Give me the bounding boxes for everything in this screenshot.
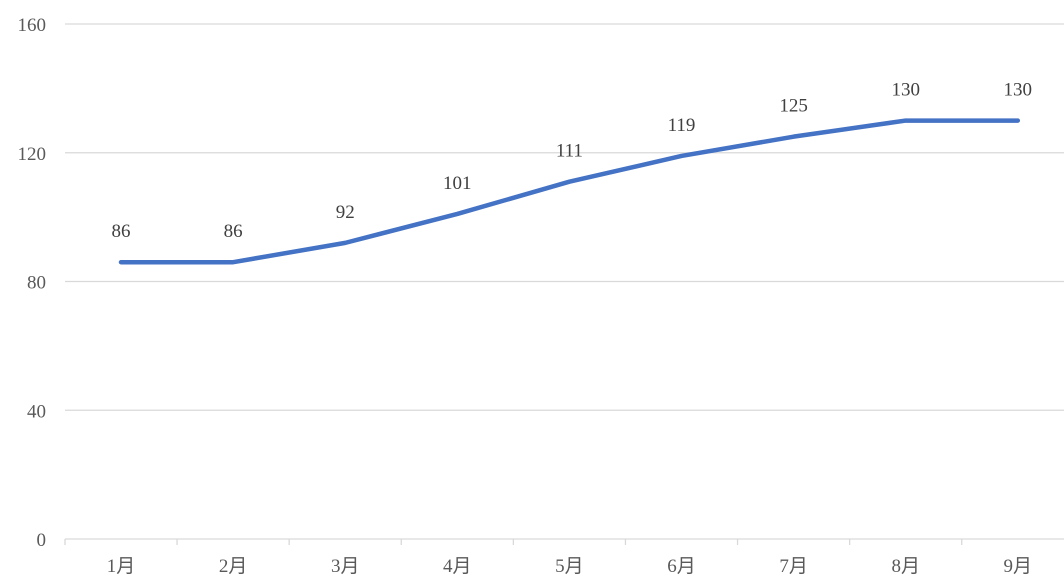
- y-tick-label: 160: [18, 15, 47, 36]
- y-tick-label: 40: [27, 401, 46, 422]
- series-layer: [118, 118, 1021, 265]
- x-tick-label: 9月: [1004, 556, 1033, 577]
- axes: 0 40 80 120 160 1月 2月 3月 4月 5月 6月 7月 8月 9月: [18, 15, 1033, 577]
- x-tick-label: 5月: [555, 556, 584, 577]
- x-tick-label: 7月: [779, 556, 808, 577]
- x-tick-label: 2月: [219, 556, 248, 577]
- data-label: 86: [224, 221, 243, 242]
- data-label: 119: [668, 115, 696, 136]
- y-tick-label: 0: [37, 530, 47, 551]
- x-tick-label: 1月: [107, 556, 136, 577]
- x-tick-label: 8月: [891, 556, 920, 577]
- data-label: 130: [891, 80, 920, 101]
- data-label: 130: [1004, 80, 1033, 101]
- x-tick-label: 4月: [443, 556, 472, 577]
- data-label: 125: [779, 96, 808, 117]
- data-label: 92: [336, 202, 355, 223]
- x-tick-label: 3月: [331, 556, 360, 577]
- data-label: 111: [556, 141, 583, 162]
- gridlines: [65, 23, 1064, 540]
- data-labels: 86 86 92 101 111 119 125 130 130: [112, 80, 1033, 243]
- y-tick-label: 120: [18, 144, 47, 165]
- data-label: 101: [443, 173, 472, 194]
- x-tick-label: 6月: [667, 556, 696, 577]
- y-tick-label: 80: [27, 273, 46, 294]
- data-label: 86: [112, 221, 131, 242]
